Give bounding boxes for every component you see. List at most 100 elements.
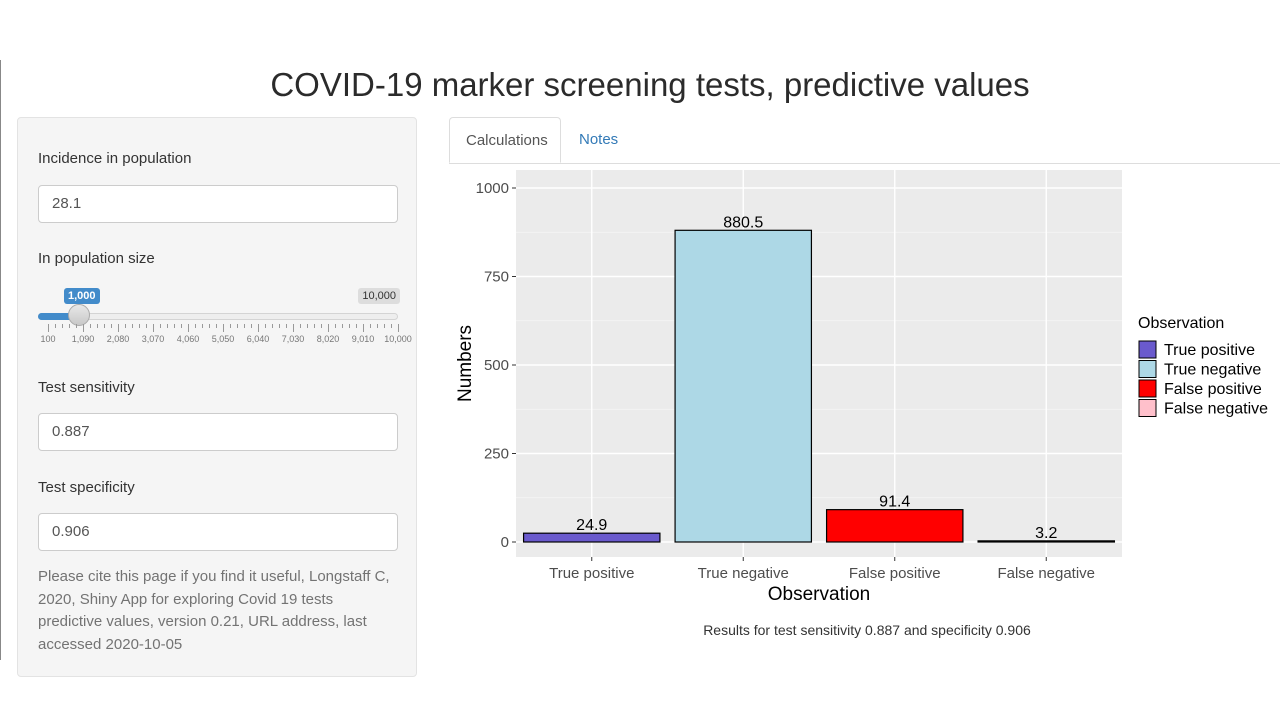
bar-value-label: 880.5 [723, 214, 763, 231]
x-axis-title: Observation [768, 584, 870, 605]
slider-tick [167, 324, 168, 328]
slider-tick [139, 324, 140, 328]
slider-tick [307, 324, 308, 328]
legend-title: Observation [1138, 315, 1224, 332]
slider-track[interactable] [38, 313, 398, 320]
slider-tick [104, 324, 105, 328]
x-tick-label: True positive [549, 565, 634, 582]
sensitivity-label: Test sensitivity [38, 379, 135, 396]
slider-tick [111, 324, 112, 328]
legend-key [1138, 379, 1157, 398]
bar [977, 540, 1116, 543]
slider-tick [377, 324, 378, 328]
x-tick-label: True negative [698, 565, 789, 582]
slider-tick [300, 324, 301, 328]
legend-label: True positive [1164, 342, 1255, 359]
tab-bar: Calculations Notes [449, 117, 1280, 164]
specificity-input[interactable]: 0.906 [38, 513, 398, 551]
legend-label: False positive [1164, 381, 1262, 398]
bar [674, 229, 813, 543]
slider-tick [83, 324, 84, 332]
page-title: COVID-19 marker screening tests, predict… [270, 66, 1030, 103]
slider-tick [153, 324, 154, 332]
slider-tick [293, 324, 294, 332]
incidence-label: Incidence in population [38, 150, 192, 167]
slider-tick [188, 324, 189, 332]
slider-grid-label: 2,080 [106, 334, 130, 344]
specificity-label: Test specificity [38, 479, 135, 496]
population-size-label: In population size [38, 250, 155, 267]
incidence-input[interactable]: 28.1 [38, 185, 398, 223]
y-axis-title: Numbers [455, 325, 476, 402]
slider-grid-label: 7,030 [281, 334, 305, 344]
slider-tick [132, 324, 133, 328]
slider-tick [286, 324, 287, 328]
slider-tick [76, 324, 77, 328]
slider-tick [272, 324, 273, 328]
slider-grid-label: 9,010 [351, 334, 375, 344]
slider-tick [48, 324, 49, 332]
plot-panel [516, 170, 1122, 557]
bar-value-label: 3.2 [1035, 525, 1057, 542]
y-tick-label: 750 [484, 269, 509, 286]
slider-tick [195, 324, 196, 328]
slider-grid-label: 8,020 [316, 334, 340, 344]
x-tick-label: False positive [849, 565, 941, 582]
slider-grid-label: 10,000 [384, 334, 412, 344]
bar [825, 509, 964, 543]
bar-chart: 0 250 500 750 1000 24.9 880.5 91.4 3.2 True posit… [455, 170, 1268, 605]
tab-calculations[interactable]: Calculations [449, 117, 561, 163]
slider-tick [62, 324, 63, 328]
slider-value-badge: 1,000 [64, 288, 100, 304]
y-tick-label: 1000 [476, 180, 509, 197]
slider-tick [265, 324, 266, 328]
slider-tick [356, 324, 357, 328]
slider-tick [90, 324, 91, 328]
x-tick-label: False negative [997, 565, 1095, 582]
slider-tick [55, 324, 56, 328]
slider-handle[interactable] [68, 304, 90, 326]
slider-grid-label: 4,060 [176, 334, 200, 344]
slider-tick [321, 324, 322, 328]
slider-tick [314, 324, 315, 328]
slider-ticks [38, 324, 400, 332]
slider-tick [160, 324, 161, 328]
slider-tick [398, 324, 399, 332]
slider-tick [230, 324, 231, 328]
slider-tick [69, 324, 70, 328]
slider-tick [258, 324, 259, 332]
slider-tick [342, 324, 343, 328]
slider-tick [118, 324, 119, 332]
slider-tick [244, 324, 245, 328]
population-size-slider[interactable]: 1,000 10,000 100 1,090 2,080 3,070 4,060 5,05… [38, 288, 412, 348]
legend-label: True negative [1164, 362, 1261, 379]
slider-max-badge: 10,000 [358, 288, 400, 304]
slider-tick [391, 324, 392, 328]
window-edge [0, 60, 1, 660]
sensitivity-input[interactable]: 0.887 [38, 413, 398, 451]
slider-tick [181, 324, 182, 328]
slider-grid-label: 100 [40, 334, 56, 344]
sidebar-panel: Incidence in population 28.1 In populati… [17, 117, 417, 677]
legend-key [1138, 360, 1157, 378]
slider-tick [237, 324, 238, 328]
slider-grid-label: 1,090 [71, 334, 95, 344]
slider-tick [384, 324, 385, 328]
slider-tick [370, 324, 371, 328]
tab-notes[interactable]: Notes [579, 131, 619, 148]
legend-label: False negative [1164, 401, 1268, 418]
slider-tick [223, 324, 224, 332]
slider-grid-labels: 100 1,090 2,080 3,070 4,060 5,050 6,040 7,030 8,… [38, 334, 411, 346]
slider-fill [38, 313, 80, 320]
slider-tick [279, 324, 280, 328]
slider-tick [125, 324, 126, 328]
slider-tick [349, 324, 350, 328]
slider-tick [97, 324, 98, 328]
slider-grid-label: 3,070 [141, 334, 165, 344]
slider-tick [146, 324, 147, 328]
slider-tick [216, 324, 217, 328]
slider-tick [251, 324, 252, 328]
bar-value-label: 91.4 [879, 494, 910, 511]
bar-value-label: 24.9 [576, 517, 607, 534]
citation-text: Please cite this page if you find it use… [38, 568, 390, 653]
